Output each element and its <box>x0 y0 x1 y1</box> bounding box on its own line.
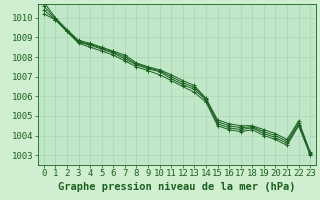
X-axis label: Graphe pression niveau de la mer (hPa): Graphe pression niveau de la mer (hPa) <box>58 182 296 192</box>
